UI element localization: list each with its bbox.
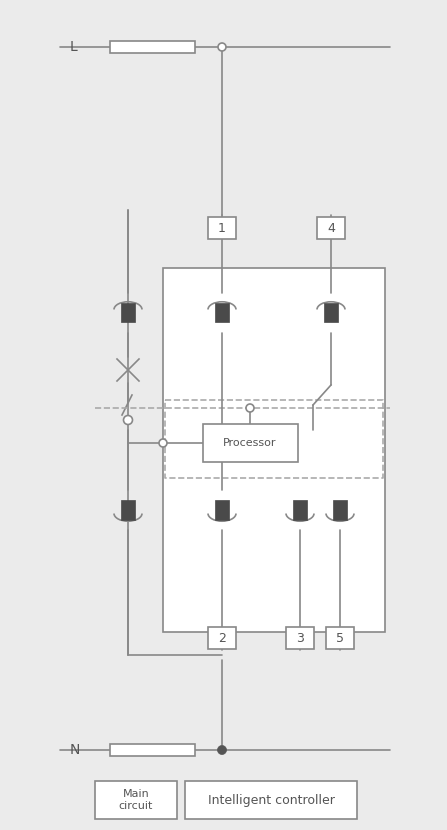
Circle shape: [123, 416, 132, 424]
Text: L: L: [70, 40, 78, 54]
FancyBboxPatch shape: [95, 781, 177, 819]
FancyBboxPatch shape: [215, 500, 229, 520]
Text: Processor: Processor: [223, 438, 277, 448]
FancyBboxPatch shape: [110, 744, 195, 756]
FancyBboxPatch shape: [202, 424, 298, 462]
Text: Intelligent controller: Intelligent controller: [207, 793, 334, 807]
FancyBboxPatch shape: [121, 304, 135, 323]
Circle shape: [218, 43, 226, 51]
Text: 5: 5: [336, 632, 344, 645]
FancyBboxPatch shape: [317, 217, 345, 239]
FancyBboxPatch shape: [163, 268, 385, 632]
Circle shape: [159, 439, 167, 447]
FancyBboxPatch shape: [208, 217, 236, 239]
Text: 2: 2: [218, 632, 226, 645]
FancyBboxPatch shape: [121, 500, 135, 520]
FancyBboxPatch shape: [215, 304, 229, 323]
Text: 1: 1: [218, 222, 226, 235]
FancyBboxPatch shape: [208, 627, 236, 649]
FancyBboxPatch shape: [110, 41, 195, 53]
Text: Main
circuit: Main circuit: [119, 788, 153, 811]
FancyBboxPatch shape: [185, 781, 357, 819]
FancyBboxPatch shape: [333, 500, 347, 520]
Text: N: N: [70, 743, 80, 757]
FancyBboxPatch shape: [326, 627, 354, 649]
Text: 4: 4: [327, 222, 335, 235]
Circle shape: [246, 404, 254, 412]
Circle shape: [218, 745, 227, 754]
FancyBboxPatch shape: [286, 627, 314, 649]
FancyBboxPatch shape: [293, 500, 307, 520]
FancyBboxPatch shape: [324, 304, 338, 323]
Text: 3: 3: [296, 632, 304, 645]
